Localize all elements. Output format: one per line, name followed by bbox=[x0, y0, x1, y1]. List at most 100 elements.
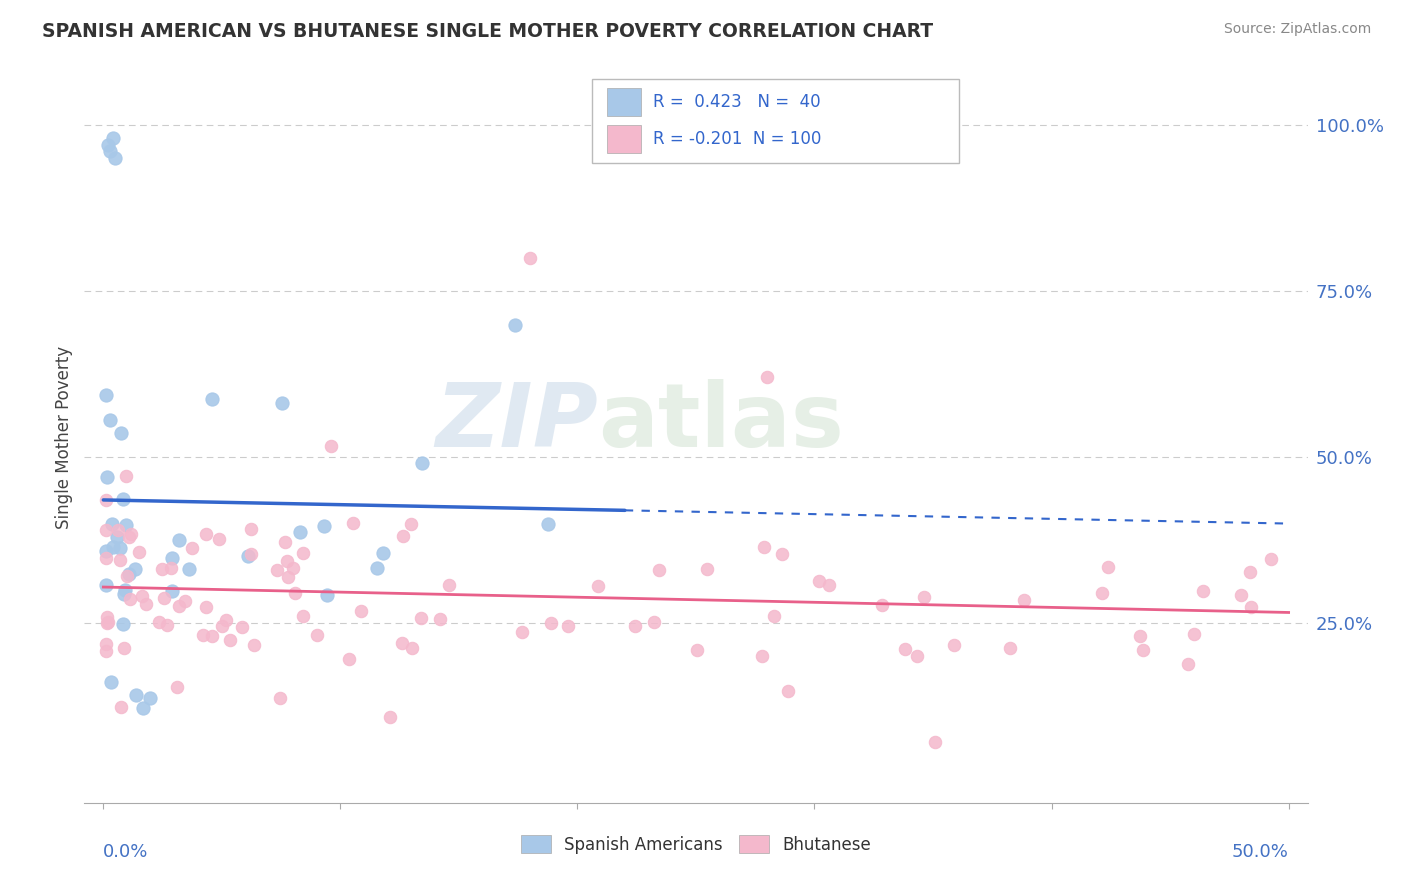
Point bbox=[117, 529, 139, 543]
Point bbox=[160, 584, 183, 599]
Point bbox=[112, 587, 135, 601]
Point bbox=[110, 699, 132, 714]
Point bbox=[924, 734, 946, 748]
Point bbox=[277, 570, 299, 584]
Point bbox=[124, 688, 146, 702]
Point bbox=[391, 636, 413, 650]
Point bbox=[173, 594, 195, 608]
Point bbox=[101, 131, 124, 145]
Point bbox=[540, 616, 562, 631]
Point bbox=[132, 701, 155, 715]
Point bbox=[131, 590, 153, 604]
Point bbox=[557, 618, 579, 632]
Point bbox=[101, 517, 124, 532]
Text: atlas: atlas bbox=[598, 379, 844, 466]
Point bbox=[770, 547, 793, 561]
Point bbox=[94, 544, 117, 558]
Point bbox=[350, 604, 373, 618]
Point bbox=[104, 151, 127, 165]
Point bbox=[160, 550, 183, 565]
Point bbox=[94, 388, 117, 402]
Text: R = -0.201  N = 100: R = -0.201 N = 100 bbox=[654, 129, 821, 148]
Point bbox=[696, 562, 718, 576]
Point bbox=[1177, 657, 1199, 671]
Point bbox=[1129, 629, 1152, 643]
Point bbox=[108, 553, 131, 567]
Point bbox=[537, 517, 560, 532]
Point bbox=[180, 541, 202, 555]
Point bbox=[215, 613, 238, 627]
Point bbox=[292, 545, 315, 559]
Point bbox=[134, 597, 156, 611]
Point bbox=[148, 615, 170, 629]
Point bbox=[118, 566, 141, 581]
Point bbox=[776, 684, 799, 698]
Point bbox=[519, 251, 541, 265]
Point bbox=[243, 638, 266, 652]
Point bbox=[207, 532, 229, 546]
Point bbox=[1097, 560, 1119, 574]
Point bbox=[274, 535, 297, 549]
Point bbox=[105, 530, 128, 544]
Point bbox=[97, 615, 120, 629]
Point bbox=[1230, 588, 1253, 602]
Point bbox=[818, 578, 841, 592]
Point bbox=[167, 599, 190, 613]
Point bbox=[1012, 592, 1035, 607]
Point bbox=[112, 492, 135, 507]
Point bbox=[392, 529, 415, 543]
Point bbox=[401, 640, 423, 655]
Point bbox=[169, 533, 191, 547]
Point bbox=[94, 550, 117, 565]
Point bbox=[1239, 600, 1261, 615]
Point bbox=[510, 625, 533, 640]
Point bbox=[231, 620, 253, 634]
Point bbox=[314, 518, 336, 533]
Point bbox=[110, 541, 132, 555]
Point bbox=[94, 524, 117, 538]
Point bbox=[623, 618, 645, 632]
Point bbox=[94, 637, 117, 651]
Point bbox=[752, 540, 775, 554]
Point bbox=[195, 600, 218, 615]
Point bbox=[112, 617, 135, 632]
Point bbox=[156, 618, 179, 632]
Point bbox=[98, 412, 121, 426]
Text: SPANISH AMERICAN VS BHUTANESE SINGLE MOTHER POVERTY CORRELATION CHART: SPANISH AMERICAN VS BHUTANESE SINGLE MOT… bbox=[42, 22, 934, 41]
Point bbox=[200, 629, 222, 643]
Point bbox=[211, 619, 233, 633]
Point bbox=[94, 644, 117, 658]
Point bbox=[97, 137, 120, 152]
Point bbox=[153, 591, 176, 606]
Point bbox=[240, 547, 263, 561]
Point bbox=[107, 523, 129, 537]
Legend: Spanish Americans, Bhutanese: Spanish Americans, Bhutanese bbox=[515, 829, 877, 860]
Point bbox=[270, 396, 292, 410]
Point bbox=[115, 518, 138, 533]
Point bbox=[100, 674, 122, 689]
Point bbox=[96, 609, 118, 624]
Point bbox=[288, 524, 311, 539]
Point bbox=[276, 554, 298, 568]
Text: R =  0.423   N =  40: R = 0.423 N = 40 bbox=[654, 93, 821, 112]
Point bbox=[342, 516, 364, 531]
Point bbox=[399, 517, 422, 532]
Point bbox=[586, 579, 609, 593]
Point bbox=[380, 710, 402, 724]
Text: Source: ZipAtlas.com: Source: ZipAtlas.com bbox=[1223, 22, 1371, 37]
Point bbox=[159, 561, 181, 575]
Point bbox=[138, 691, 160, 706]
Point bbox=[110, 425, 132, 440]
Point bbox=[373, 546, 395, 560]
Point bbox=[943, 638, 966, 652]
Point bbox=[751, 649, 773, 664]
Point bbox=[284, 586, 307, 600]
Point bbox=[177, 562, 200, 576]
Point bbox=[437, 578, 460, 592]
Point bbox=[762, 608, 785, 623]
FancyBboxPatch shape bbox=[592, 78, 959, 163]
Point bbox=[409, 610, 432, 624]
Point bbox=[292, 608, 315, 623]
Point bbox=[194, 526, 217, 541]
Text: 50.0%: 50.0% bbox=[1232, 843, 1289, 861]
